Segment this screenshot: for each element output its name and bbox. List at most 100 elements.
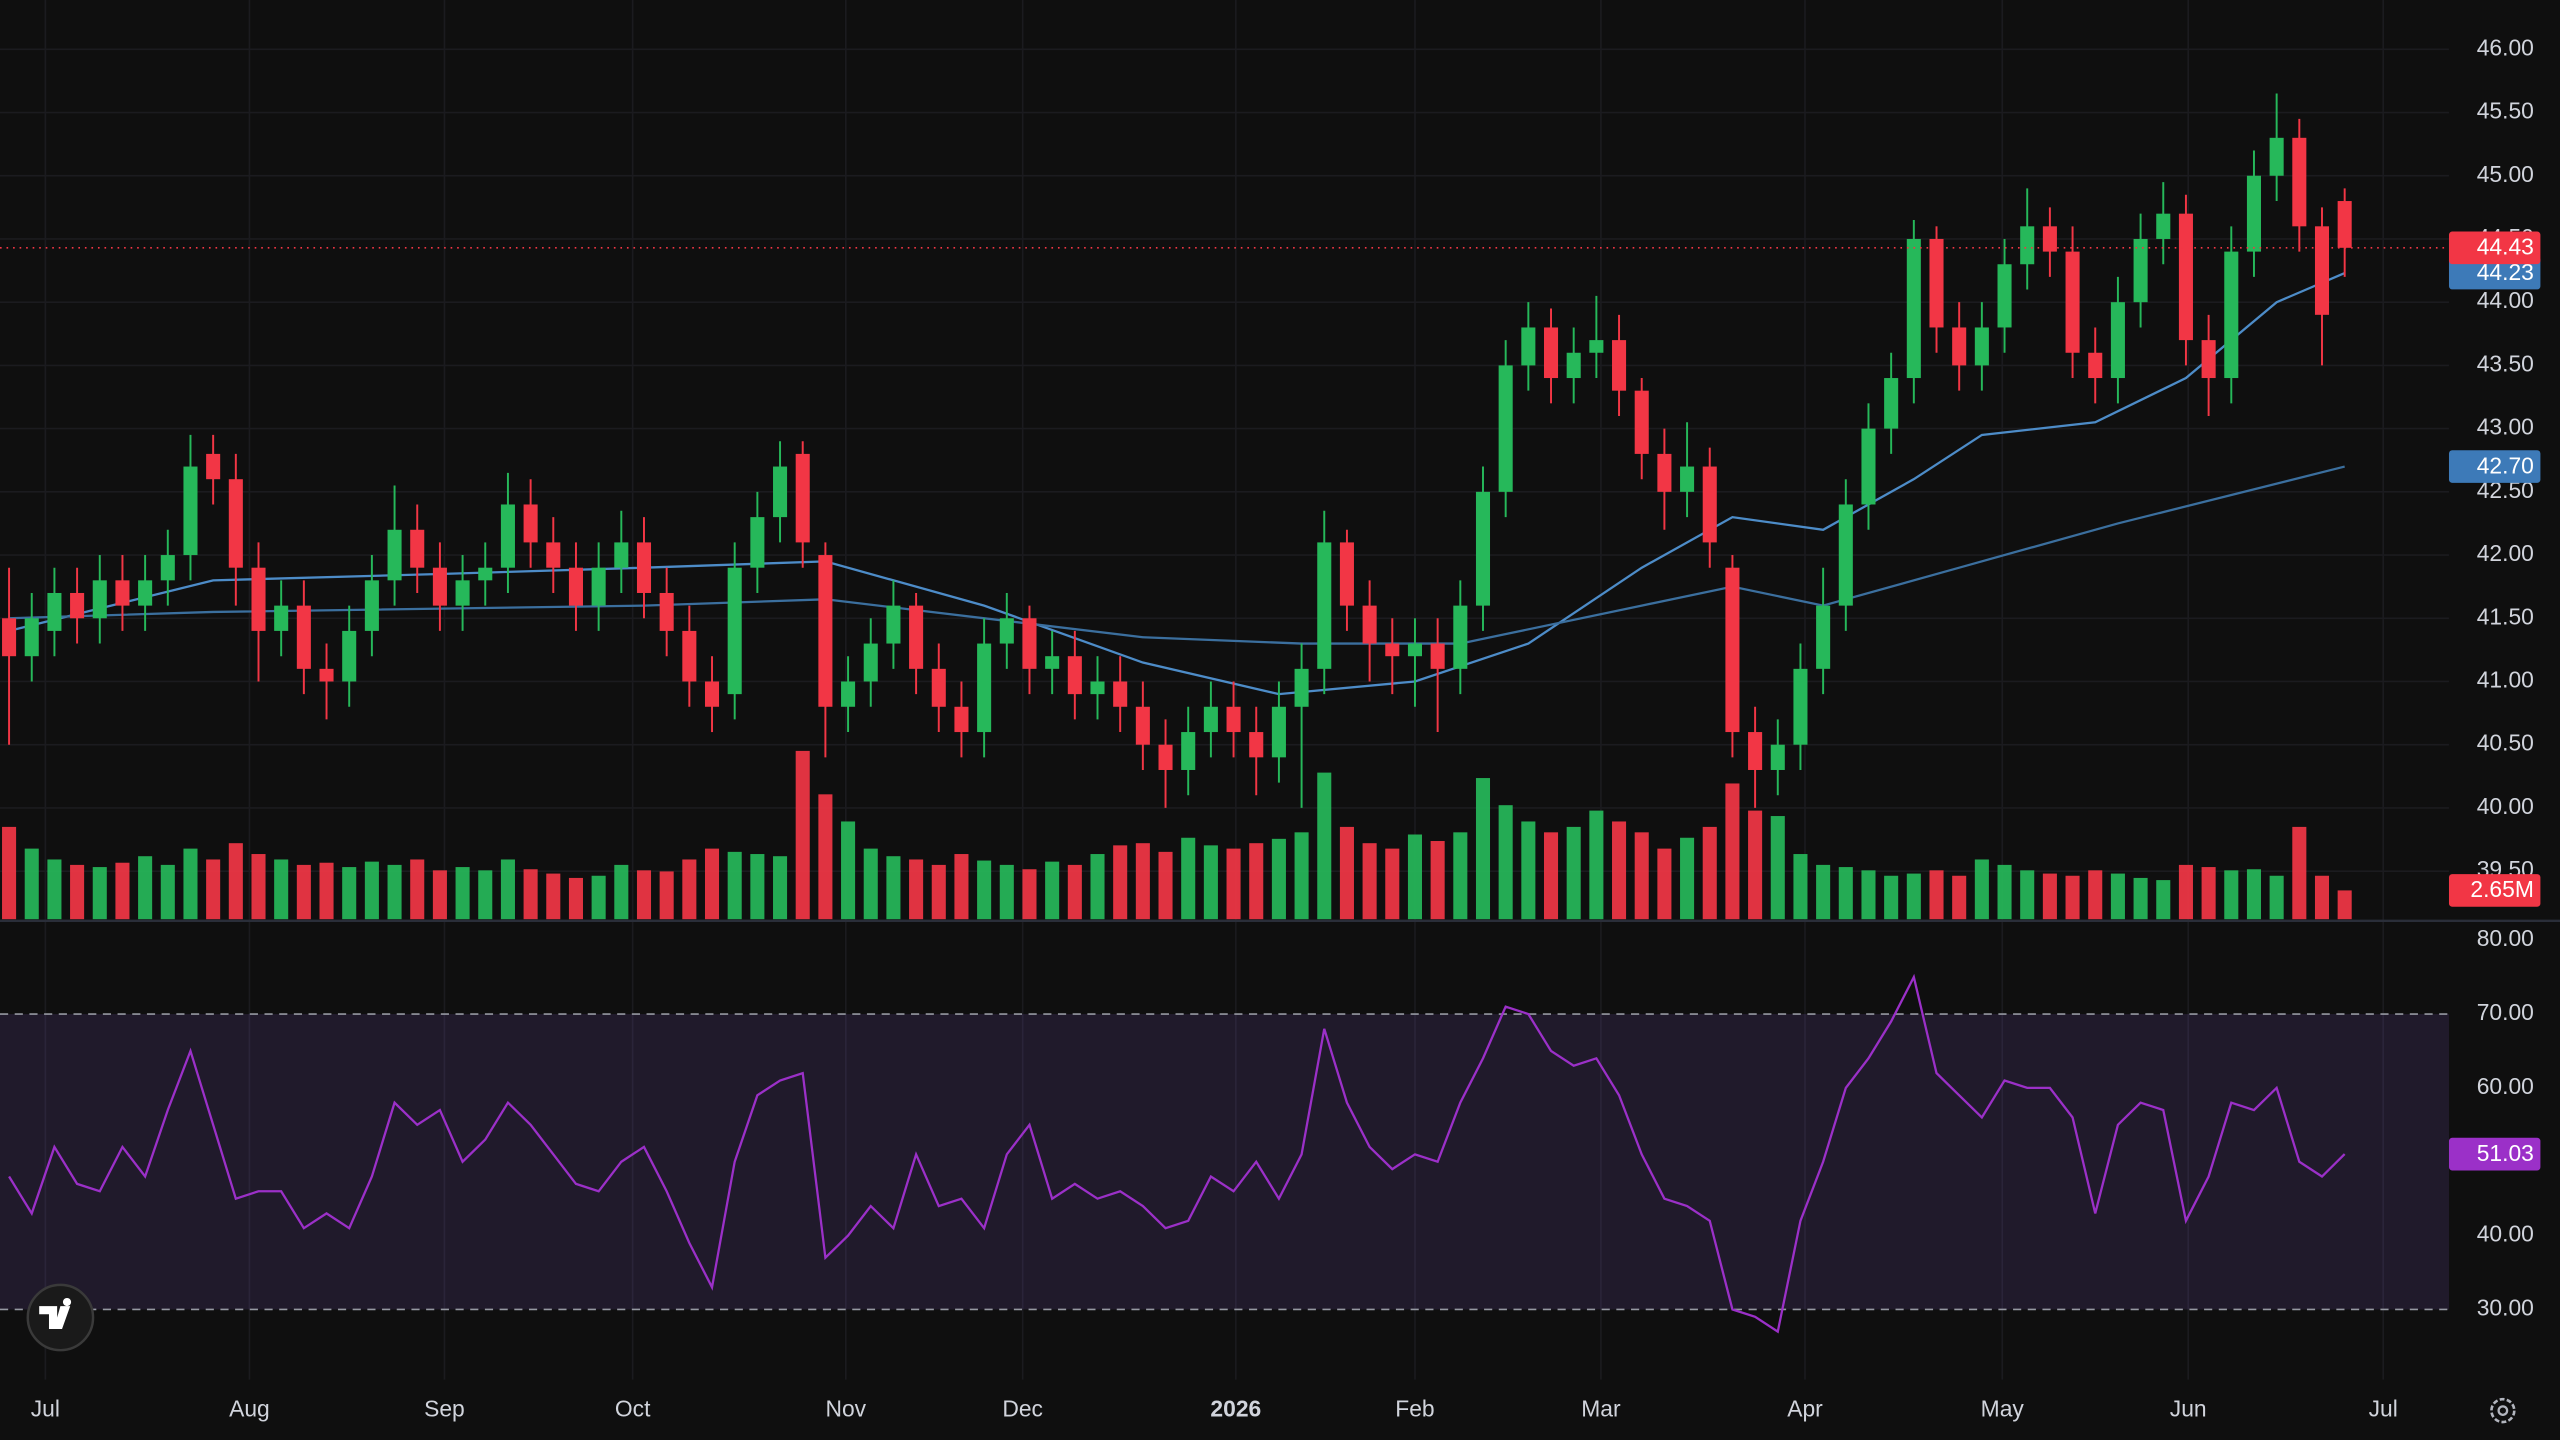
volume-bar: [659, 871, 674, 920]
y-tick-label: 41.50: [2477, 603, 2534, 629]
candle-body: [1407, 643, 1422, 657]
candle-body: [591, 567, 606, 606]
volume-bar: [500, 859, 515, 920]
last-price-label: 44.43: [2477, 234, 2534, 260]
volume-bar: [954, 854, 969, 920]
candle-body: [2042, 226, 2057, 252]
y-tick-label: 45.00: [2477, 161, 2534, 187]
volume-bar: [1090, 854, 1105, 920]
candle-body: [410, 529, 425, 568]
volume-bar: [364, 861, 379, 920]
volume-bar: [841, 821, 856, 920]
y-tick-label: 44.00: [2477, 287, 2534, 313]
volume-bar: [1521, 821, 1536, 920]
candle-body: [568, 567, 583, 606]
volume-bar: [410, 859, 425, 920]
volume-bar: [1362, 843, 1377, 920]
candle-body: [614, 542, 629, 568]
settings-button[interactable]: [2490, 1397, 2516, 1424]
volume-bar: [1249, 843, 1264, 920]
volume-bar: [1498, 805, 1513, 920]
candle-body: [1385, 643, 1400, 657]
candle-body: [682, 630, 697, 682]
volume-bar: [1135, 843, 1150, 920]
candle-body: [115, 580, 130, 606]
volume-bar: [1113, 845, 1128, 920]
candle-body: [1271, 706, 1286, 758]
candle-body: [342, 630, 357, 682]
volume-bar: [478, 870, 493, 920]
candle-body: [2020, 226, 2035, 265]
candle-body: [1317, 542, 1332, 669]
candle-body: [1906, 238, 1921, 379]
volume-bar: [319, 862, 334, 920]
volume-bar: [2201, 867, 2216, 920]
candle-body: [1725, 567, 1740, 733]
rsi-band: [0, 1014, 2449, 1310]
volume-bar: [138, 856, 153, 920]
volume-bar: [2065, 875, 2080, 920]
candle-body: [1475, 491, 1491, 606]
candle-body: [2, 618, 17, 657]
gear-inner: [2497, 1405, 2509, 1417]
volume-bar: [70, 864, 85, 920]
candle-body: [2224, 251, 2239, 379]
volume-bar: [1203, 845, 1218, 920]
volume-bar: [2, 826, 17, 920]
candle-body: [795, 453, 810, 543]
candle-body: [228, 479, 243, 568]
last-price-label-box: [2448, 231, 2541, 265]
x-tick-label: Aug: [229, 1396, 270, 1422]
candle-body: [1748, 732, 1763, 770]
candle-body: [1090, 681, 1105, 695]
volume-bar: [115, 862, 130, 920]
volume-bar: [591, 875, 606, 920]
volume-bar: [47, 859, 62, 920]
candle-body: [1657, 453, 1672, 492]
volume-bar: [2110, 873, 2125, 920]
volume-bar: [387, 864, 402, 920]
volume-bar: [614, 864, 629, 920]
candle-body: [704, 681, 720, 707]
candle-body: [1861, 428, 1876, 505]
volume-bar: [183, 848, 198, 920]
tradingview-logo[interactable]: [26, 1283, 95, 1352]
volume-bar: [1566, 826, 1581, 920]
candle-body: [1589, 340, 1604, 353]
volume-bar: [1793, 854, 1808, 920]
candle-body: [546, 542, 561, 568]
volume-bar: [795, 750, 810, 920]
candle-body: [1816, 605, 1831, 669]
candle-body: [1158, 744, 1173, 770]
candle-body: [1952, 327, 1967, 366]
candle-body: [2314, 226, 2330, 315]
volume-bar: [1339, 826, 1354, 920]
volume-bar: [2088, 870, 2103, 920]
volume-bar: [1770, 816, 1785, 920]
candle-body: [1498, 365, 1513, 492]
volume-bar: [1589, 810, 1604, 920]
volume-bar: [2292, 826, 2307, 920]
volume-bar: [1861, 870, 1876, 920]
x-tick-label: Feb: [1395, 1396, 1434, 1422]
candle-body: [1045, 656, 1060, 669]
volume-bar: [931, 864, 946, 920]
candle-body: [92, 580, 107, 619]
volume-bar: [1702, 826, 1717, 920]
candle-body: [954, 706, 969, 733]
x-tick-label: Jul: [2369, 1396, 2398, 1422]
candle-body: [863, 643, 878, 682]
volume-bar: [206, 859, 221, 920]
rsi-last-label: 51.03: [2477, 1140, 2534, 1166]
volume-bar: [1952, 875, 1967, 920]
volume-last-label: 2.65M: [2470, 876, 2534, 902]
volume-bar: [2042, 873, 2057, 920]
y-tick-label: 40.00: [2477, 793, 2534, 819]
candle-body: [750, 517, 765, 568]
volume-bar: [636, 870, 652, 920]
y-tick-label: 45.50: [2477, 98, 2534, 124]
candle-body: [455, 580, 470, 606]
rsi-tick-label: 40.00: [2477, 1221, 2534, 1247]
